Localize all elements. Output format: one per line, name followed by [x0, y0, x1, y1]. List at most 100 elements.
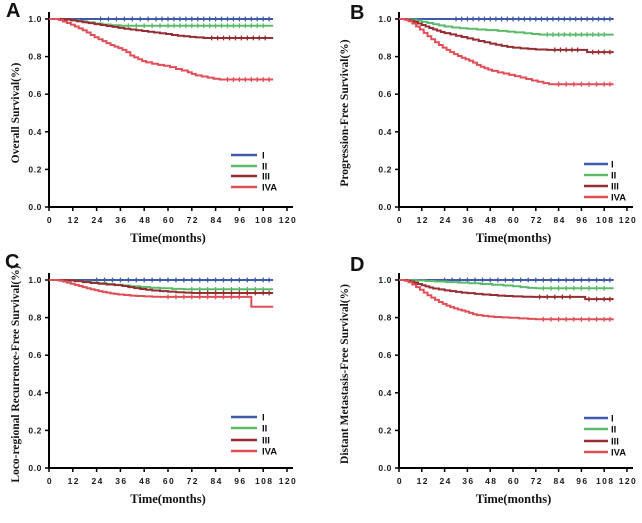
x-tick-label: 120	[279, 215, 297, 225]
panel-letter-a: A	[6, 0, 21, 22]
legend-label-I: I	[611, 160, 614, 171]
x-tick-label: 36	[462, 476, 474, 486]
km-curve-III	[399, 18, 614, 54]
x-tick-label: 120	[619, 215, 637, 225]
x-tick-label: 12	[68, 476, 80, 486]
x-tick-label: 120	[619, 476, 637, 486]
distant-metastasis-free-survival-plot: 0.0 0.2 0.4 0.6 0.8 1.0 0 12 24 36 48 60 72 84 96 108 12…	[378, 273, 637, 486]
locoregional-recurrence-free-survival-plot: 0.0 0.2 0.4 0.6 0.8 1.0 0 12 24 36 48 60 72 84 96 108 12…	[28, 273, 297, 486]
x-tick-label: 24	[91, 215, 103, 225]
x-tick-label: 84	[210, 476, 222, 486]
y-axis-label-overall-survival: Overall Survival(%)	[10, 62, 22, 164]
y-tick-label: 1.0	[28, 14, 42, 24]
x-tick-label: 36	[462, 215, 474, 225]
x-tick-label: 96	[576, 215, 588, 225]
panel-d: 0.0 0.2 0.4 0.6 0.8 1.0 0 12 24 36 48 60 72 84 96 108 12…	[321, 255, 642, 522]
y-tick-label: 0.4	[28, 127, 42, 137]
x-axis-label-time-c: Time(months)	[130, 492, 206, 506]
x-tick-label: 60	[508, 215, 520, 225]
x-tick-label: 96	[576, 476, 588, 486]
x-tick-label: 60	[163, 215, 175, 225]
y-axis-label-locoregional: Loco-regional Recurrence-Free Survival(%…	[10, 265, 22, 483]
x-tick-label: 48	[485, 476, 497, 486]
x-tick-label: 108	[255, 476, 273, 486]
y-tick-label: 0.6	[28, 350, 42, 360]
x-tick-label: 48	[485, 215, 497, 225]
x-tick-label: 108	[255, 215, 273, 225]
y-tick-label: 0.4	[28, 388, 42, 398]
axes	[398, 273, 633, 469]
km-curve-III	[399, 279, 614, 301]
legend-label-III: III	[262, 172, 270, 183]
y-tick-label: 0.8	[378, 313, 392, 323]
y-tick-label: 0.8	[28, 52, 42, 62]
y-tick-label: 0.2	[28, 425, 42, 435]
x-axis-label-time-b: Time(months)	[475, 231, 552, 245]
x-tick-label: 36	[115, 476, 127, 486]
overall-survival-plot: 0.0 0.2 0.4 0.6 0.8 1.0 0 12 24 36 48 60 72 84 96 108 12…	[28, 12, 297, 225]
y-tick-label: 0.0	[378, 463, 392, 473]
legend-label-I: I	[262, 151, 265, 162]
panel-letter-d: D	[350, 254, 365, 276]
legend-label-III: III	[611, 182, 619, 193]
y-tick-label: 0.2	[378, 164, 392, 174]
x-tick-label: 96	[234, 215, 246, 225]
x-tick-label: 96	[234, 476, 246, 486]
x-tick-label: 48	[139, 215, 151, 225]
x-tick-label: 12	[68, 215, 80, 225]
legend-label-IVA: IVA	[611, 448, 626, 459]
km-curve-II	[399, 279, 614, 290]
progression-free-survival-plot: 0.0 0.2 0.4 0.6 0.8 1.0 0 12 24 36 48 60 72 84 96 108 12…	[378, 12, 637, 225]
x-tick-label: 84	[553, 476, 565, 486]
x-tick-label: 60	[163, 476, 175, 486]
km-curve-IVA	[49, 18, 274, 81]
x-tick-label: 24	[439, 215, 451, 225]
y-axis-label-progression-free: Progression-Free Survival(%)	[339, 39, 351, 187]
y-tick-label: 0.6	[378, 89, 392, 99]
legend-label-IVA: IVA	[262, 183, 277, 194]
km-curve-II	[399, 18, 614, 36]
x-tick-label: 72	[187, 476, 199, 486]
x-tick-label: 72	[187, 215, 199, 225]
x-tick-label: 48	[139, 476, 151, 486]
km-curve-III	[49, 279, 274, 294]
y-tick-label: 0.0	[28, 202, 42, 212]
km-curve-IVA	[49, 279, 274, 308]
legend-label-II: II	[611, 171, 616, 182]
legend-label-I: I	[611, 414, 614, 425]
x-tick-label: 84	[210, 215, 222, 225]
x-tick-label: 12	[417, 215, 429, 225]
x-tick-label: 84	[553, 215, 565, 225]
y-tick-label: 0.2	[378, 425, 392, 435]
y-tick-label: 0.4	[378, 388, 392, 398]
panel-letter-c: C	[5, 251, 20, 273]
x-tick-label: 72	[531, 215, 543, 225]
legend-label-III: III	[262, 436, 270, 447]
x-tick-label: 120	[279, 476, 297, 486]
x-axis-label-time-a: Time(months)	[130, 231, 206, 245]
x-axis-label-time-d: Time(months)	[475, 492, 552, 506]
y-tick-label: 0.6	[378, 350, 392, 360]
legend-label-II: II	[262, 162, 267, 173]
legend-label-III: III	[611, 437, 619, 448]
panel-a: 0.0 0.2 0.4 0.6 0.8 1.0 0 12 24 36 48 60 72 84 96 108 12…	[0, 0, 321, 261]
km-curve-IVA	[399, 279, 614, 321]
km-curve-III	[49, 18, 274, 39]
axes	[48, 273, 293, 469]
panel-b: 0.0 0.2 0.4 0.6 0.8 1.0 0 12 24 36 48 60 72 84 96 108 12…	[321, 0, 642, 261]
x-tick-label: 36	[115, 215, 127, 225]
x-tick-label: 60	[508, 476, 520, 486]
y-tick-label: 0.4	[378, 127, 392, 137]
x-tick-label: 12	[417, 476, 429, 486]
y-tick-label: 1.0	[378, 14, 392, 24]
km-curve-IVA	[399, 18, 614, 86]
x-tick-label: 0	[397, 476, 403, 486]
y-tick-label: 0.2	[28, 164, 42, 174]
x-tick-label: 0	[47, 215, 53, 225]
legend-label-II: II	[262, 424, 267, 435]
y-tick-label: 0.0	[28, 463, 42, 473]
y-axis-label-distant-metastasis: Distant Metastasis-Free Survival(%)	[339, 284, 351, 464]
y-tick-label: 0.8	[378, 52, 392, 62]
y-tick-label: 0.0	[378, 202, 392, 212]
